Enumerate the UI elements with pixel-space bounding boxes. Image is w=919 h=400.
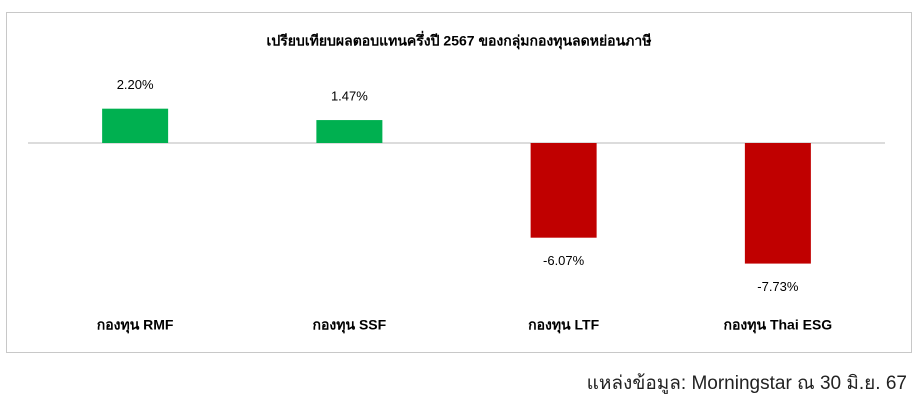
bar: [744, 143, 811, 264]
x-tick-label: กองทุน LTF: [528, 317, 599, 334]
bar: [530, 143, 597, 238]
chart-title: เปรียบเทียบผลตอบแทนครึ่งปี 2567 ของกลุ่ม…: [267, 31, 652, 50]
value-label: -6.07%: [543, 253, 585, 268]
value-label: 2.20%: [117, 77, 154, 92]
x-tick-label: กองทุน RMF: [97, 317, 174, 334]
x-tick-label: กองทุน SSF: [313, 317, 387, 334]
bar: [316, 120, 383, 143]
value-label: 1.47%: [331, 89, 368, 104]
x-tick-label: กองทุน Thai ESG: [724, 317, 833, 334]
source-note: แหล่งข้อมูล: Morningstar ณ 30 มิ.ย. 67: [587, 373, 907, 394]
bar: [102, 108, 169, 143]
value-label: -7.73%: [757, 279, 799, 294]
